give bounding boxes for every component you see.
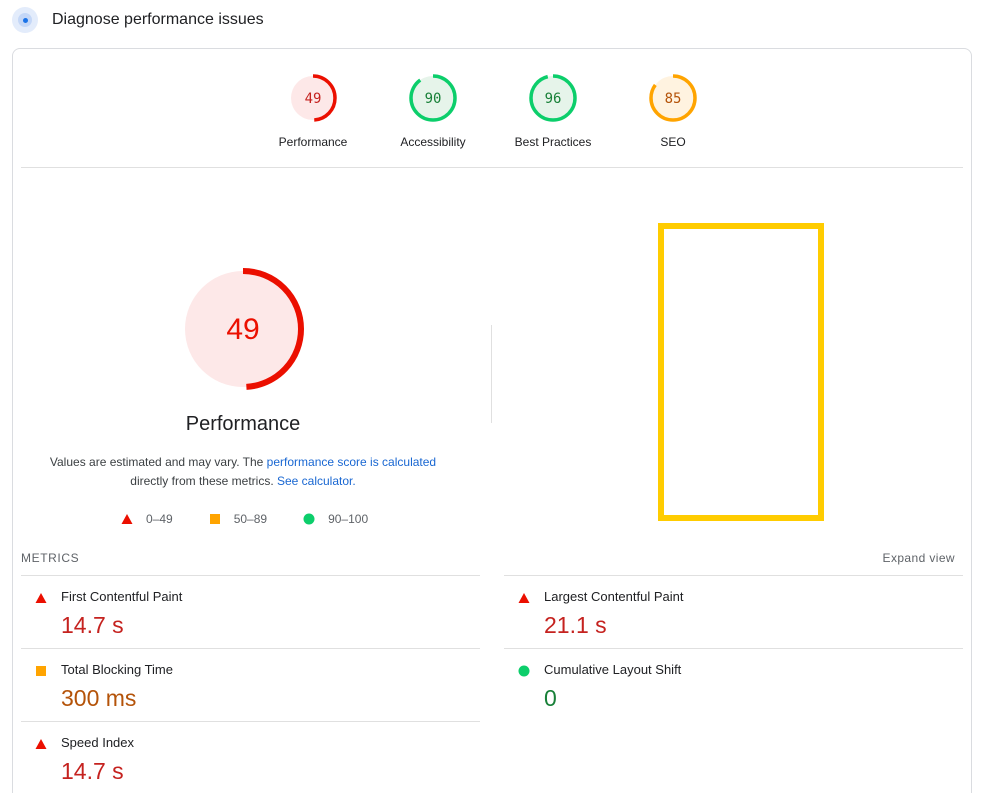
metric-value: 300 ms <box>61 685 137 711</box>
main-gauge-ring: 49 <box>182 268 304 390</box>
metric-title: Largest Contentful Paint <box>544 589 684 604</box>
note-text-2: directly from these metrics. <box>130 474 277 488</box>
square-icon <box>209 514 220 524</box>
metric-first-contentful-paint[interactable]: First Contentful Paint 14.7 s <box>21 575 480 648</box>
gauge-ring: 49 <box>289 74 337 122</box>
gauge-ring: 96 <box>529 74 577 122</box>
note-text-1: Values are estimated and may vary. The <box>49 455 267 469</box>
gauge-performance[interactable]: 49 Performance <box>253 73 373 149</box>
gauge-score: 85 <box>665 91 682 107</box>
performance-score-link[interactable]: performance score is calculated <box>266 455 437 469</box>
metric-total-blocking-time[interactable]: Total Blocking Time 300 ms <box>21 648 480 721</box>
metrics-column-left: First Contentful Paint 14.7 s Total Bloc… <box>21 575 480 793</box>
gauge-label: Best Practices <box>514 135 592 149</box>
metric-value: 21.1 s <box>544 612 607 638</box>
square-icon <box>35 664 47 682</box>
gauge-score: 96 <box>545 91 562 107</box>
metric-title: Cumulative Layout Shift <box>544 662 682 677</box>
metric-cumulative-layout-shift[interactable]: Cumulative Layout Shift 0 <box>504 648 963 721</box>
page-screenshot-thumbnail[interactable] <box>658 223 824 521</box>
legend-pass: 90–100 <box>303 512 368 526</box>
summary-divider <box>21 167 963 168</box>
gauge-score: 90 <box>425 91 442 107</box>
main-performance-gauge: 49 Performance <box>123 267 363 436</box>
metric-title: First Contentful Paint <box>61 589 183 604</box>
page-title: Diagnose performance issues <box>52 11 264 28</box>
legend-range: 50–89 <box>233 512 268 526</box>
vertical-divider <box>491 325 492 423</box>
score-legend: 0–49 50–89 90–100 <box>121 512 404 526</box>
gauge-seo[interactable]: 85 SEO <box>613 73 733 149</box>
expand-view-toggle[interactable]: Expand view <box>882 551 955 565</box>
page-header: Diagnose performance issues <box>12 6 264 34</box>
gauge-score: 49 <box>305 91 322 107</box>
lighthouse-icon <box>12 7 38 33</box>
metric-value: 14.7 s <box>61 758 124 784</box>
gauge-accessibility[interactable]: 90 Accessibility <box>373 73 493 149</box>
triangle-icon <box>35 737 47 755</box>
metric-title: Speed Index <box>61 735 135 750</box>
legend-fail: 0–49 <box>121 512 173 526</box>
summary-gauges: 49 Performance 90 Accessibility 96 Best … <box>13 73 971 153</box>
legend-range: 90–100 <box>328 512 369 526</box>
main-gauge-title: Performance <box>185 413 301 435</box>
metrics-header: METRICS <box>21 551 80 565</box>
metric-value: 0 <box>544 685 557 711</box>
metric-largest-contentful-paint[interactable]: Largest Contentful Paint 21.1 s <box>504 575 963 648</box>
triangle-icon <box>121 514 133 524</box>
gauge-ring: 90 <box>409 74 457 122</box>
report-card: 49 Performance 90 Accessibility 96 Best … <box>12 48 972 793</box>
metric-title: Total Blocking Time <box>61 662 173 677</box>
circle-icon <box>303 513 315 525</box>
main-gauge-score: 49 <box>226 313 259 346</box>
see-calculator-link[interactable]: See calculator. <box>276 474 356 488</box>
gauge-label: Performance <box>278 135 348 149</box>
triangle-icon <box>518 591 530 609</box>
gauge-label: SEO <box>660 135 686 149</box>
triangle-icon <box>35 591 47 609</box>
gauge-label: Accessibility <box>400 135 466 149</box>
gauge-best-practices[interactable]: 96 Best Practices <box>493 73 613 149</box>
circle-icon <box>518 664 530 682</box>
gauge-ring: 85 <box>649 74 697 122</box>
metric-value: 14.7 s <box>61 612 124 638</box>
metrics-column-right: Largest Contentful Paint 21.1 s Cumulati… <box>504 575 963 721</box>
legend-average: 50–89 <box>209 512 267 526</box>
metric-speed-index[interactable]: Speed Index 14.7 s <box>21 721 480 793</box>
legend-range: 0–49 <box>146 512 173 526</box>
estimate-note: Values are estimated and may vary. The p… <box>43 453 443 491</box>
